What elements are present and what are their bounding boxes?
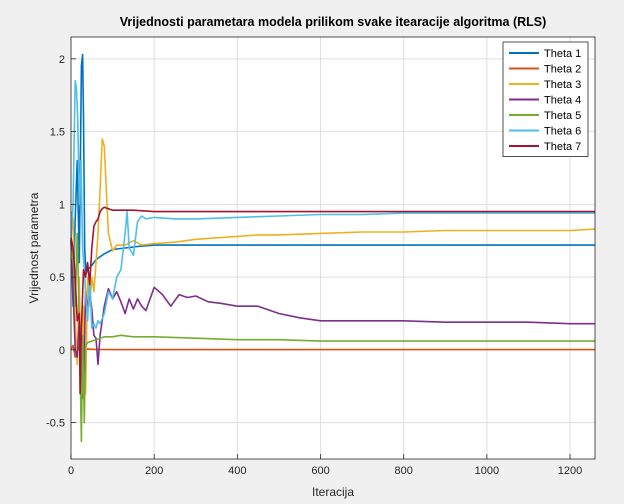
y-tick-label: -0.5 [46, 418, 65, 430]
ticks: 0 200 400 600 800 1000 1200 -0.5 0 0.5 1 1.5 2 [46, 54, 582, 477]
legend-entry: Theta 5 [544, 110, 581, 122]
y-tick-label: 0.5 [50, 272, 65, 284]
y-tick-label: 1 [59, 199, 65, 211]
series-line-6 [70, 79, 595, 329]
series-line-7 [70, 206, 595, 395]
legend-entry: Theta 2 [544, 64, 581, 76]
legend-entry: Theta 4 [544, 95, 581, 107]
legend-entry: Theta 1 [544, 48, 581, 60]
legend: Theta 1 Theta 2 Theta 3 Theta 4 Theta 5 Theta… [502, 41, 589, 157]
legend-entry: Theta 6 [544, 126, 581, 138]
y-tick-label: 1.5 [50, 127, 65, 139]
y-tick-label: 2 [59, 54, 65, 66]
x-tick-label: 600 [311, 465, 329, 477]
chart-title: Vrijednosti parametara modela prilikom s… [120, 15, 547, 29]
x-tick-label: 400 [228, 465, 246, 477]
y-tick-label: 0 [59, 345, 65, 357]
x-tick-label: 200 [145, 465, 163, 477]
x-tick-label: 1000 [475, 465, 499, 477]
series-line-5 [70, 232, 595, 443]
y-axis-label: Vrijednost parametra [27, 192, 41, 303]
legend-entry: Theta 3 [544, 79, 581, 91]
x-tick-label: 0 [68, 465, 74, 477]
x-tick-label: 1200 [558, 465, 582, 477]
series-layer [70, 53, 596, 443]
x-tick-label: 800 [395, 465, 413, 477]
x-axis-label: Iteracija [312, 485, 354, 499]
series-line-2 [70, 344, 595, 358]
plot-border [70, 36, 596, 460]
legend-entry: Theta 7 [544, 141, 581, 153]
grid [70, 37, 595, 459]
series-line-1 [70, 53, 595, 308]
